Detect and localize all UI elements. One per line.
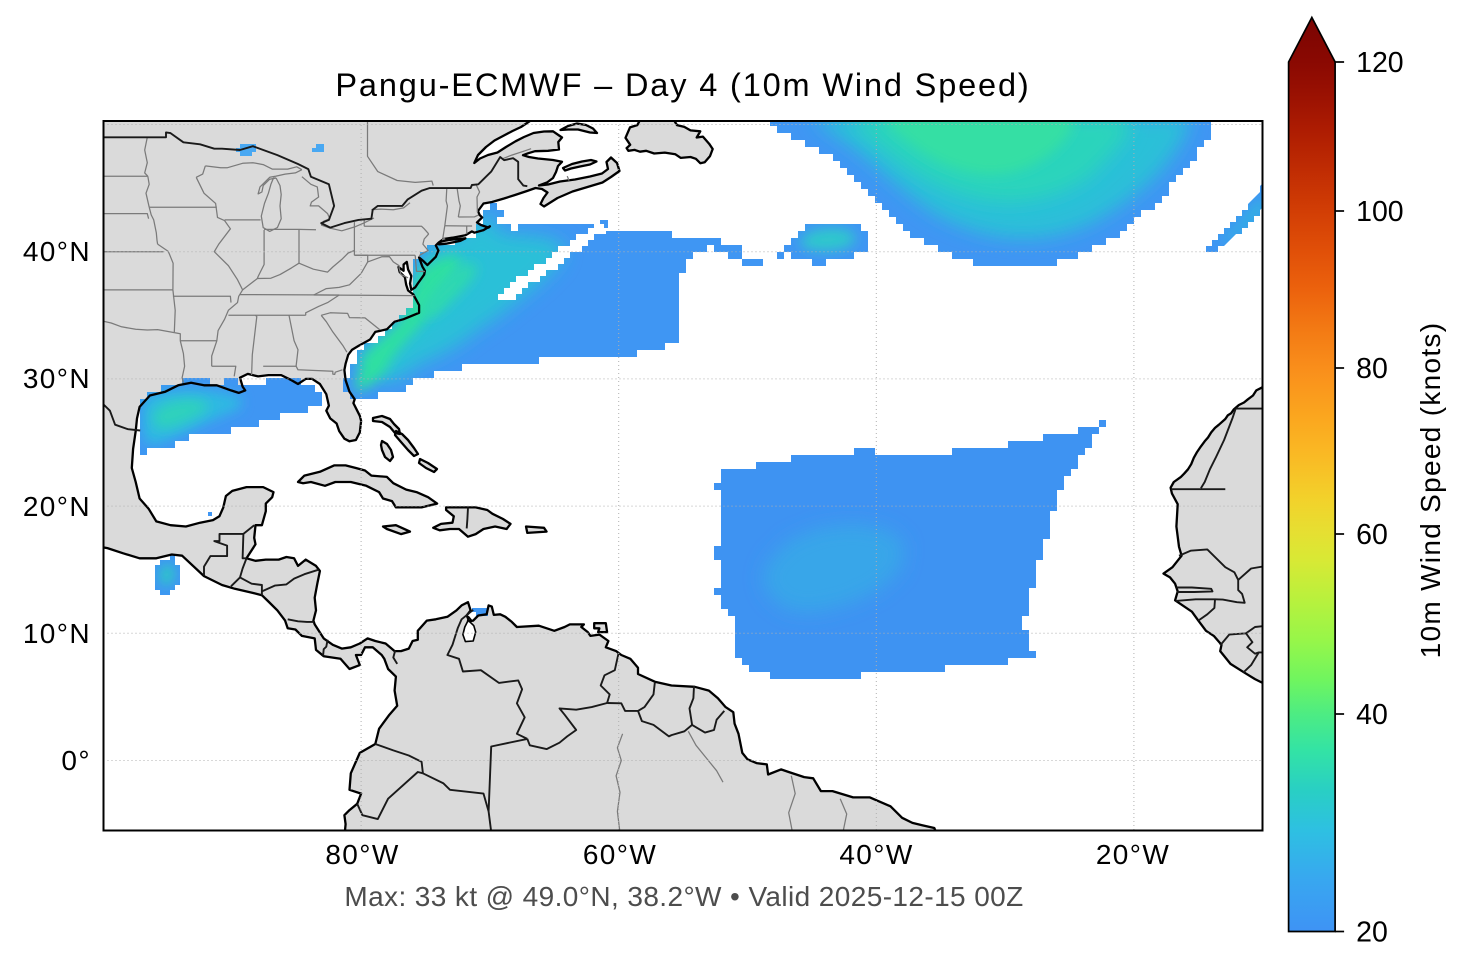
- svg-text:120: 120: [1356, 47, 1404, 79]
- svg-text:60°W: 60°W: [583, 839, 657, 870]
- svg-text:80°W: 80°W: [325, 839, 399, 870]
- svg-text:30°N: 30°N: [23, 363, 91, 394]
- svg-text:0°: 0°: [61, 745, 91, 776]
- svg-text:20°N: 20°N: [23, 491, 91, 522]
- svg-text:40°N: 40°N: [23, 236, 91, 267]
- svg-text:Pangu-ECMWF – Day 4 (10m Wind: Pangu-ECMWF – Day 4 (10m Wind Speed): [335, 67, 1030, 103]
- svg-text:20: 20: [1356, 917, 1388, 949]
- svg-text:20°W: 20°W: [1096, 839, 1170, 870]
- svg-text:Max: 33 kt @ 49.0°N, 38.2°W •: Max: 33 kt @ 49.0°N, 38.2°W • Valid 2025…: [344, 881, 1023, 912]
- svg-text:40°W: 40°W: [839, 839, 913, 870]
- svg-text:10m Wind Speed (knots): 10m Wind Speed (knots): [1415, 322, 1446, 659]
- svg-text:80: 80: [1356, 353, 1388, 385]
- svg-text:10°N: 10°N: [23, 618, 91, 649]
- svg-text:40: 40: [1356, 699, 1388, 731]
- svg-text:60: 60: [1356, 519, 1388, 551]
- svg-text:100: 100: [1356, 196, 1404, 228]
